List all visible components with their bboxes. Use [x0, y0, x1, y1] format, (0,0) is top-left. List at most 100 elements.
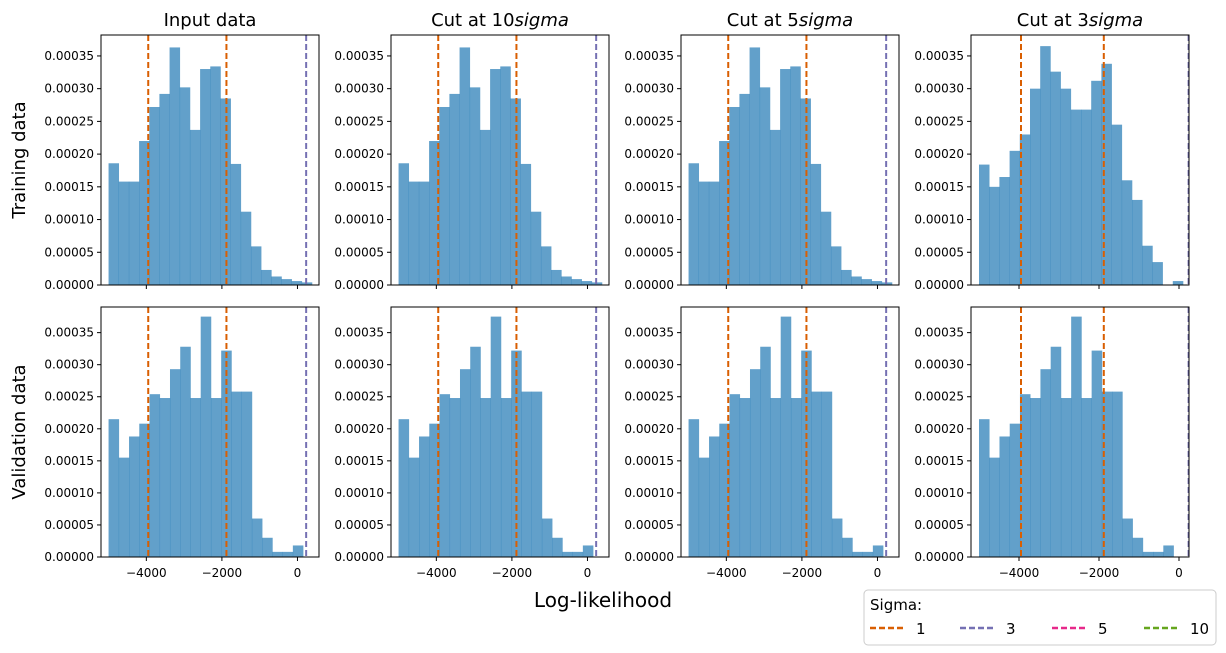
- legend-entry: 5: [1052, 620, 1108, 638]
- hist-bar: [1111, 124, 1123, 285]
- hist-bar: [759, 87, 771, 285]
- hist-bar: [251, 518, 263, 557]
- hist-bar: [979, 419, 990, 557]
- hist-bar: [159, 93, 170, 285]
- hist-bar: [449, 93, 460, 285]
- legend-label: 10: [1190, 620, 1209, 638]
- hist-bar: [419, 436, 430, 557]
- hist-bar: [1070, 109, 1082, 285]
- y-tick-label: 0.00025: [624, 114, 674, 128]
- hist-bar: [1019, 394, 1031, 557]
- legend-label: 5: [1098, 620, 1108, 638]
- hist-bar: [821, 391, 833, 557]
- hist-bar: [118, 457, 130, 557]
- hist-bar: [250, 246, 262, 285]
- y-tick-label: 0.00020: [334, 422, 384, 436]
- hist-bar: [871, 281, 883, 285]
- legend-entries: 1 3 5 10: [870, 620, 1209, 638]
- y-tick-label: 0.00000: [624, 550, 674, 564]
- hist-bar: [1030, 88, 1041, 285]
- hist-bar: [1071, 316, 1082, 557]
- hist-bar: [749, 369, 761, 557]
- y-tick-label: 0.00030: [334, 358, 384, 372]
- y-tick-label: 0.00030: [624, 82, 674, 96]
- hist-bar: [698, 457, 710, 557]
- y-tick-label: 0.00010: [334, 213, 384, 227]
- y-tick-label: 0.00025: [44, 114, 94, 128]
- hist-bar: [500, 66, 511, 285]
- hist-bar: [439, 394, 451, 557]
- hist-bar: [540, 246, 552, 285]
- legend-entry: 1: [870, 620, 926, 638]
- hist-bar: [231, 391, 242, 557]
- x-tick-label: −4000: [999, 566, 1040, 580]
- x-tick-label: 0: [1175, 566, 1183, 580]
- hist-bar: [210, 398, 222, 557]
- hist-bar: [1009, 150, 1021, 285]
- panel-title: Cut at 5sigma: [727, 10, 853, 31]
- y-tick-label: 0.00005: [624, 245, 674, 259]
- hist-bar: [398, 163, 410, 285]
- y-tick-label: 0.00015: [334, 454, 384, 468]
- y-tick-label: 0.00020: [44, 147, 94, 161]
- y-tick-label: 0.00005: [914, 245, 964, 259]
- row-label-training: Training data: [9, 101, 30, 219]
- panel-r1-c3: 0.00000 0.00005 0.00010 0.00015 0.00020 0.000…: [914, 306, 1190, 580]
- y-tick-label: 0.00010: [334, 486, 384, 500]
- hist-bar: [739, 398, 751, 557]
- hist-bar: [551, 269, 562, 285]
- hist-bar: [190, 398, 202, 557]
- x-tick-label: −2000: [202, 566, 243, 580]
- y-tick-label: 0.00000: [44, 550, 94, 564]
- hist-bar: [520, 163, 532, 285]
- y-tick-label: 0.00035: [624, 326, 674, 340]
- hist-bar: [688, 163, 700, 285]
- hist-bar: [811, 391, 822, 557]
- hist-bar: [439, 106, 450, 285]
- y-tick-label: 0.00000: [44, 278, 94, 292]
- hist-bar: [531, 391, 543, 557]
- hist-bar: [408, 181, 420, 285]
- y-tick-label: 0.00000: [914, 550, 964, 564]
- hist-bar: [149, 106, 160, 285]
- y-tick-label: 0.00020: [334, 147, 384, 161]
- hist-bar: [139, 423, 150, 557]
- axes-frame: [970, 34, 1190, 286]
- hist-bar: [282, 551, 294, 557]
- y-tick-label: 0.00025: [334, 390, 384, 404]
- x-tick-label: −4000: [706, 566, 747, 580]
- hist-bar: [719, 141, 730, 285]
- hist-bar: [1121, 180, 1133, 285]
- hist-bar: [780, 316, 792, 557]
- hist-bar: [739, 93, 750, 285]
- y-tick-label: 0.00030: [334, 82, 384, 96]
- hist-bar: [1112, 391, 1123, 557]
- hist-bar: [1081, 398, 1092, 557]
- hist-bar: [552, 537, 563, 557]
- hist-bar: [1030, 398, 1041, 557]
- hist-bar: [398, 419, 410, 557]
- y-tick-label: 0.00030: [624, 358, 674, 372]
- hist-bar: [200, 316, 212, 557]
- hist-bar: [291, 281, 303, 285]
- y-tick-label: 0.00005: [44, 518, 94, 532]
- hist-bar: [1050, 346, 1062, 557]
- x-tick-label: −2000: [782, 566, 823, 580]
- legend-title: Sigma:: [870, 596, 922, 614]
- hist-bar: [861, 279, 872, 285]
- y-tick-label: 0.00030: [914, 358, 964, 372]
- hist-bar: [780, 69, 791, 285]
- x-tick-label: −2000: [1079, 566, 1120, 580]
- y-tick-label: 0.00010: [44, 213, 94, 227]
- y-tick-label: 0.00030: [914, 82, 964, 96]
- hist-bar: [862, 551, 874, 557]
- x-tick-label: −4000: [416, 566, 457, 580]
- hist-bar: [688, 419, 700, 557]
- hist-bar: [189, 129, 201, 285]
- hist-bar: [842, 537, 853, 557]
- legend-entry: 10: [1144, 620, 1209, 638]
- x-tick-label: −4000: [126, 566, 167, 580]
- y-tick-label: 0.00015: [624, 454, 674, 468]
- hist-bar: [490, 316, 502, 557]
- y-tick-label: 0.00005: [334, 518, 384, 532]
